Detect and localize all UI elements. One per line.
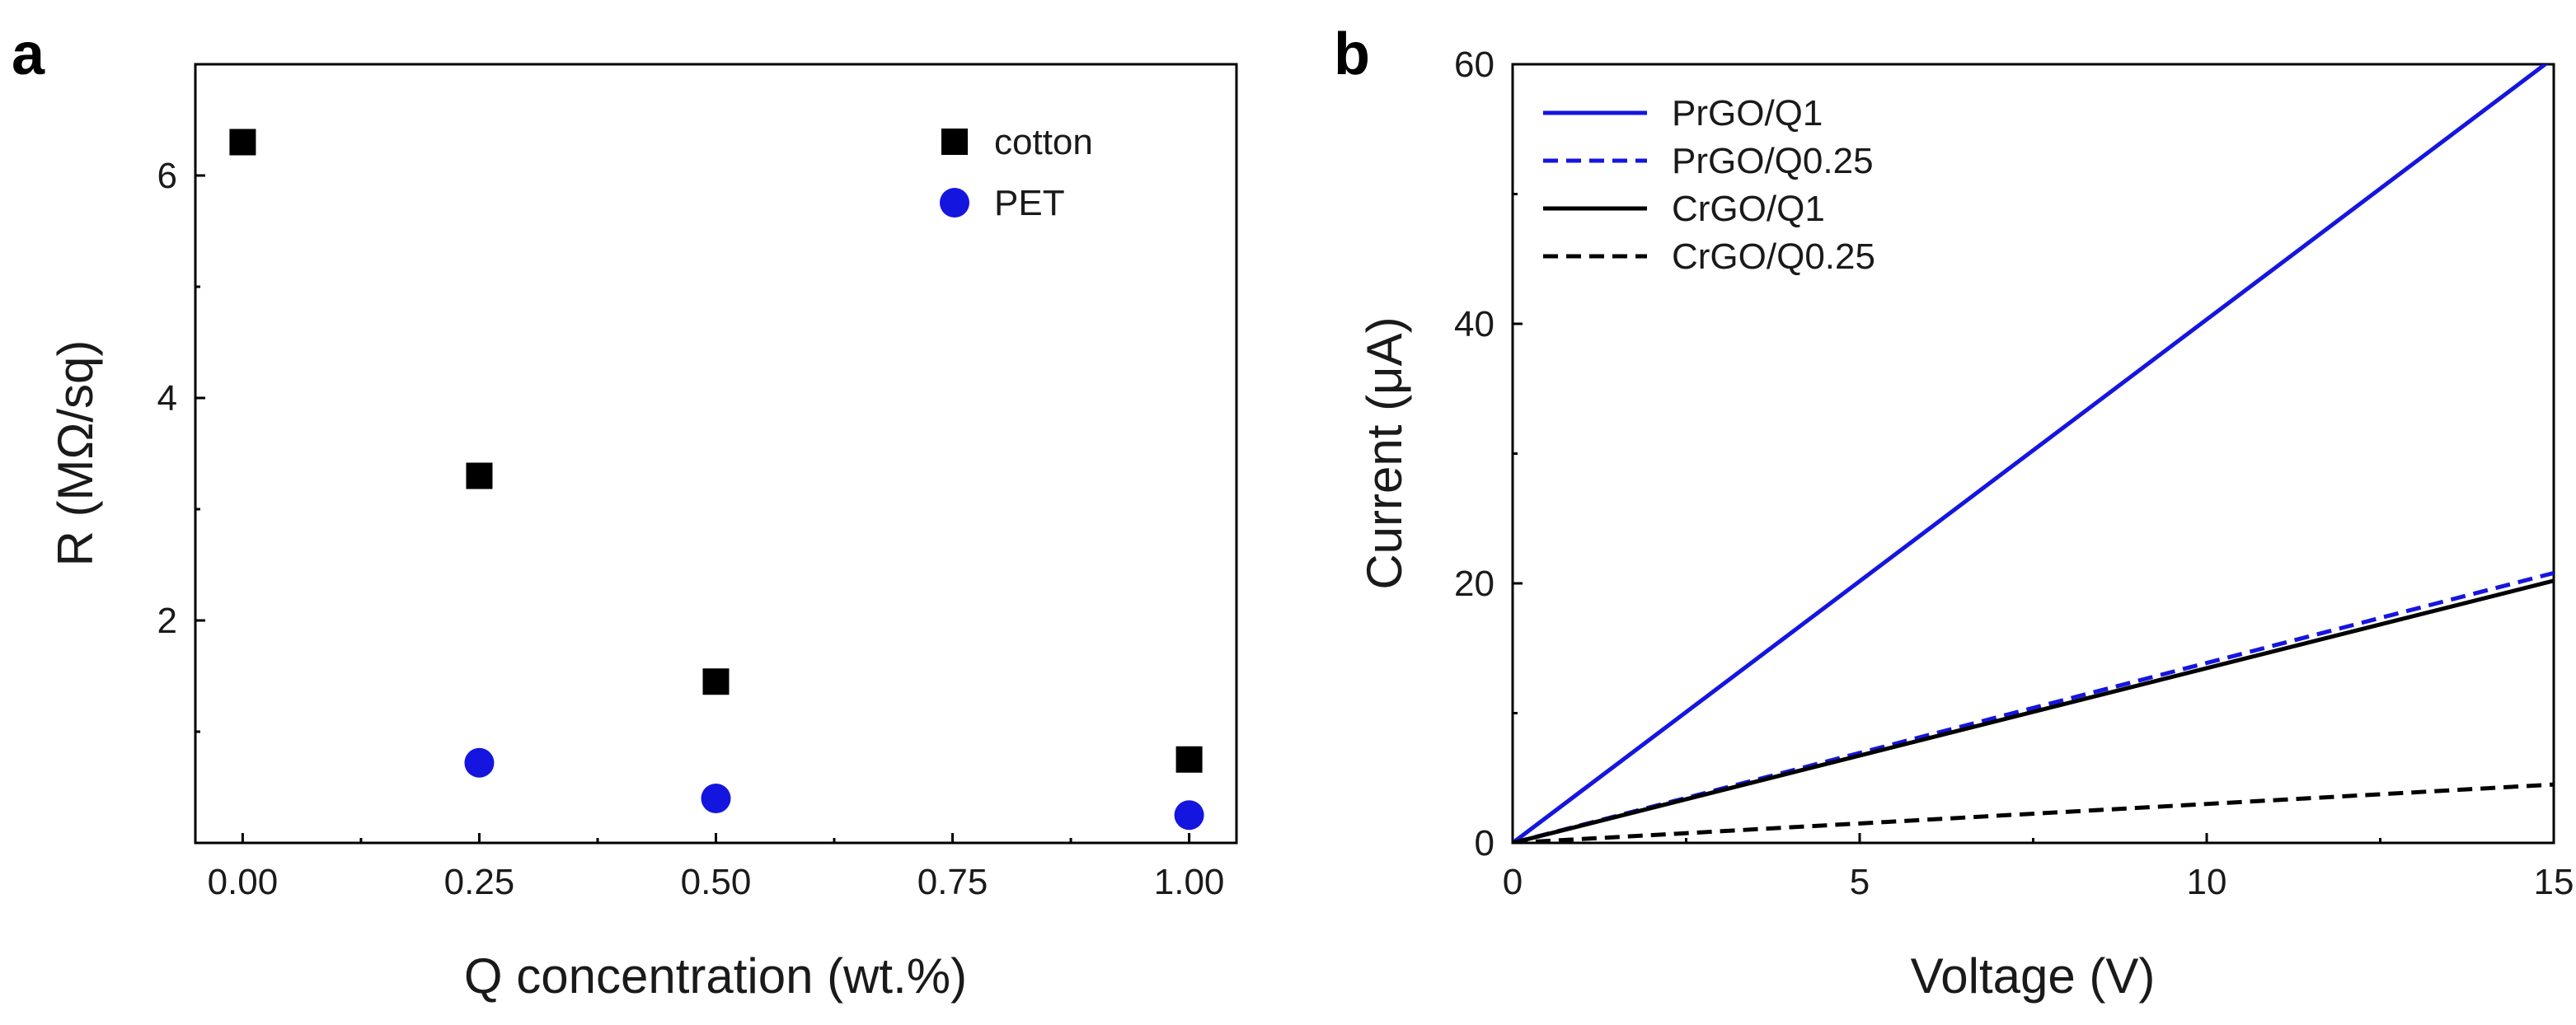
panel-b-x-tick-label: 0 — [1503, 862, 1523, 902]
cotton-data-point — [702, 668, 730, 695]
panel-b: b 0 5 10 15 0 20 40 60 PrGO/Q1 PrGO/Q0.25 CrGO/Q1… — [1334, 21, 2574, 1004]
panel-a-plot-frame — [194, 63, 1238, 845]
panel-b-y-tick-label: 60 — [1454, 44, 1494, 85]
panel-b-y-tick-label: 40 — [1454, 304, 1494, 344]
panel-b-y-tick-label: 0 — [1475, 823, 1494, 864]
panel-a-y-tick-label: 6 — [157, 156, 177, 196]
pet-data-point — [701, 784, 731, 813]
panel-a-x-tick-label: 0.75 — [917, 862, 988, 902]
panel-a-label: a — [12, 21, 45, 87]
panel-b-tick-labels: 0 5 10 15 0 20 40 60 — [1454, 44, 2574, 902]
legend-cotton-label: cotton — [994, 122, 1093, 162]
panel-a-y-axis-title: R (MΩ/sq) — [48, 340, 103, 567]
legend-cotton-marker — [941, 129, 968, 155]
panel-b-y-axis-title: Current (μA) — [1357, 316, 1412, 589]
panel-a-ticks — [195, 174, 1191, 843]
panel-a-legend: cotton PET — [940, 122, 1093, 223]
panel-a-x-tick-label: 0.50 — [681, 862, 752, 902]
cotton-data-point — [466, 462, 493, 489]
series-line-crgo-q0-25 — [1513, 782, 2554, 843]
panel-b-x-axis-title: Voltage (V) — [1911, 948, 2156, 1004]
panel-a-x-axis-title: Q concentration (wt.%) — [464, 948, 967, 1004]
series-line-prgo-q0-25 — [1513, 570, 2554, 843]
legend-pet-marker — [940, 188, 969, 218]
panel-b-label: b — [1334, 21, 1370, 87]
cotton-data-point — [229, 129, 256, 156]
legend-label-prgo-q0-25: PrGO/Q0.25 — [1672, 141, 1874, 181]
panel-a: a 0.00 0.25 0.50 0.75 1.00 2 4 6 cotton PET Q co… — [12, 21, 1238, 1004]
panel-a-tick-labels: 0.00 0.25 0.50 0.75 1.00 2 4 6 — [157, 156, 1225, 902]
legend-pet-label: PET — [994, 183, 1065, 223]
panel-b-x-tick-label: 5 — [1850, 862, 1870, 902]
panel-b-x-tick-label: 10 — [2187, 862, 2227, 902]
series-line-crgo-q1 — [1513, 578, 2554, 843]
legend-label-prgo-q1: PrGO/Q1 — [1672, 93, 1823, 133]
pet-data-point — [1174, 800, 1204, 831]
pet-data-point — [464, 747, 495, 778]
series-line-prgo-q1 — [1513, 64, 2549, 843]
legend-label-crgo-q0-25: CrGO/Q0.25 — [1672, 236, 1875, 277]
panel-b-legend: PrGO/Q1 PrGO/Q0.25 CrGO/Q1 CrGO/Q0.25 — [1543, 93, 1875, 277]
panel-a-x-tick-label: 0.25 — [444, 862, 515, 902]
panel-a-x-tick-label: 1.00 — [1154, 862, 1225, 902]
panel-b-series-lines — [1513, 64, 2554, 843]
legend-label-crgo-q1: CrGO/Q1 — [1672, 189, 1825, 229]
cotton-data-point — [1175, 746, 1203, 773]
panel-b-x-tick-label: 15 — [2534, 862, 2574, 902]
panel-a-data-points — [229, 129, 1204, 831]
panel-a-y-tick-label: 4 — [157, 378, 177, 419]
panel-a-y-tick-label: 2 — [157, 601, 177, 641]
panel-a-x-tick-label: 0.00 — [208, 862, 279, 902]
panel-b-y-tick-label: 20 — [1454, 564, 1494, 604]
